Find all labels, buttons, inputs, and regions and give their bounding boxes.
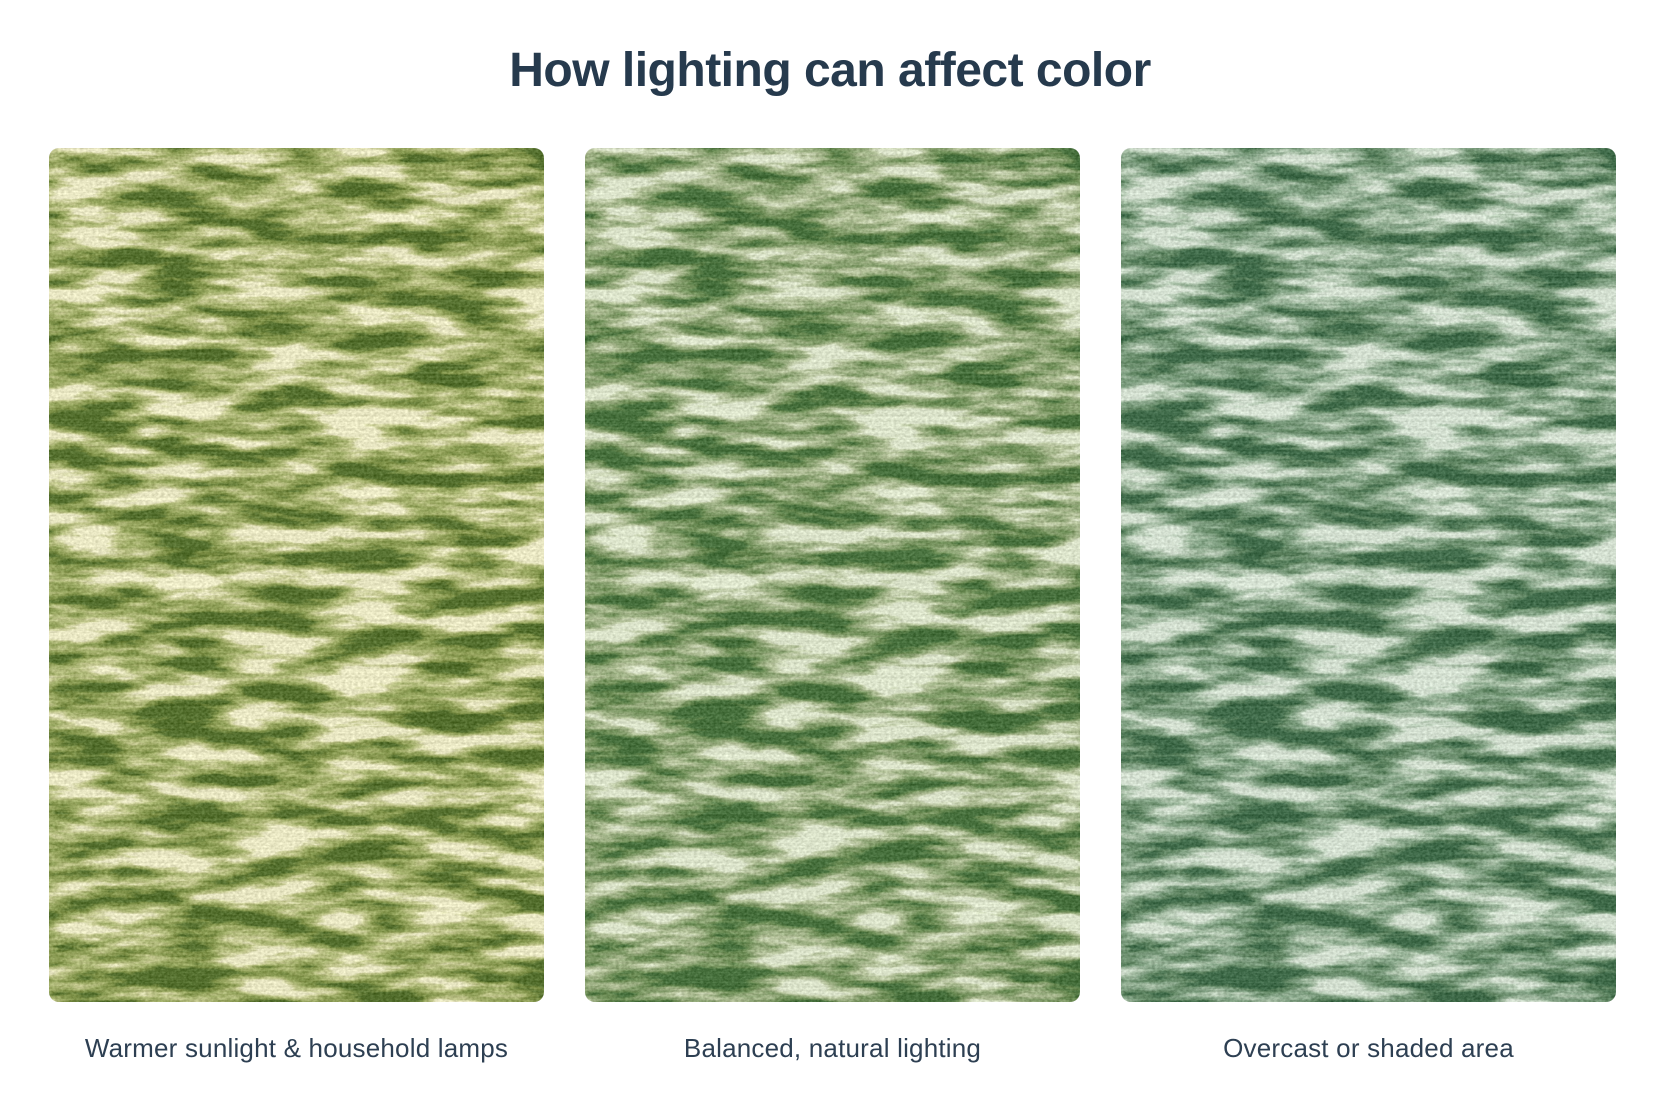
- rug-swatch-row: Warmer sunlight & household lamps: [49, 148, 1616, 1064]
- rug-texture-image-cool: [1121, 148, 1616, 1002]
- rug-image-balanced: [585, 148, 1080, 1002]
- page-title: How lighting can affect color: [509, 44, 1151, 97]
- rug-image-cool: [1121, 148, 1616, 1002]
- rug-panel-warm: Warmer sunlight & household lamps: [49, 148, 544, 1064]
- rug-panel-cool: Overcast or shaded area: [1121, 148, 1616, 1064]
- rug-caption-warm: Warmer sunlight & household lamps: [84, 1033, 509, 1063]
- rug-image-warm: [49, 148, 544, 1002]
- rug-panel-balanced: Balanced, natural lighting: [585, 148, 1080, 1064]
- rug-texture-image-balanced: [585, 148, 1080, 1002]
- rug-caption-cool: Overcast or shaded area: [1223, 1033, 1514, 1063]
- rug-caption-balanced: Balanced, natural lighting: [683, 1033, 982, 1063]
- rug-texture-image-warm: [49, 148, 544, 1002]
